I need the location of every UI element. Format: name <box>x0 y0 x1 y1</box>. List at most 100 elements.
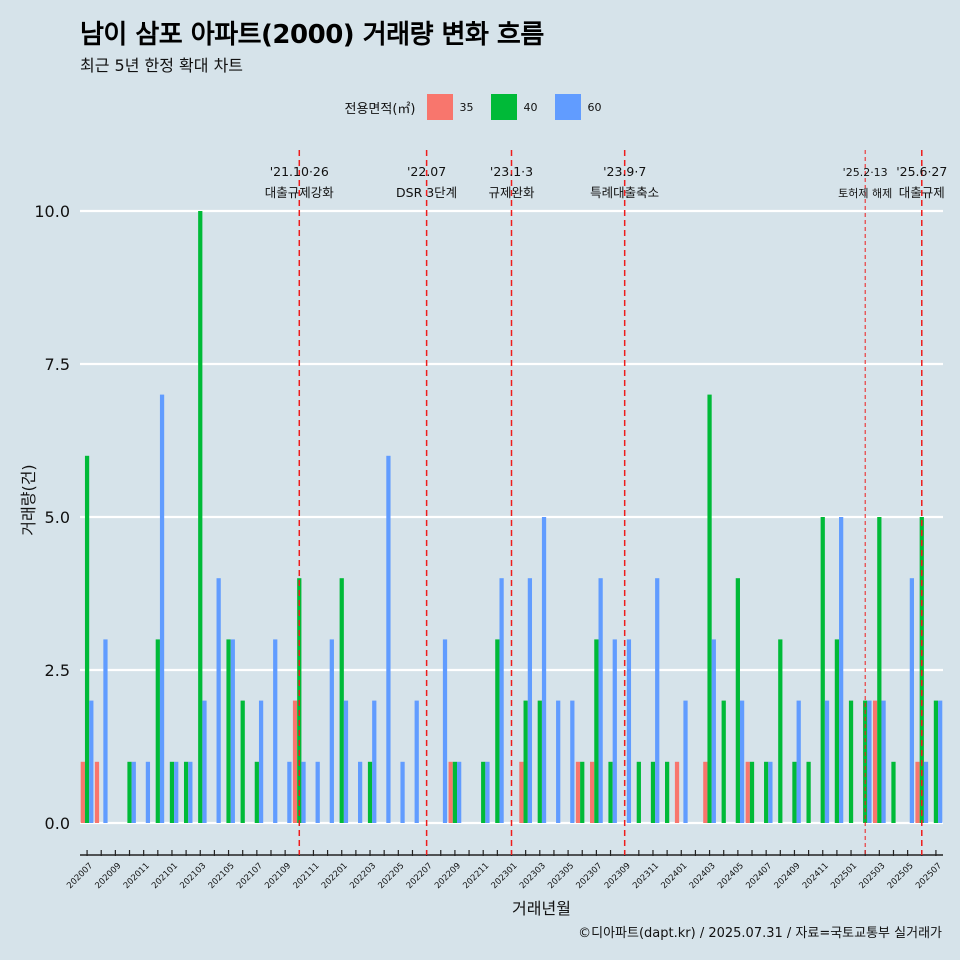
event-date-label: '23.1·3 <box>490 164 533 179</box>
event-date-label: '25.2·13 <box>843 166 888 179</box>
event-label: DSR 3단계 <box>396 185 457 200</box>
bar-35-202209 <box>448 761 453 823</box>
bar-60-202105 <box>230 639 235 823</box>
bar-60-202010 <box>131 761 136 823</box>
bar-60-202201 <box>343 700 349 823</box>
bar-35-202503 <box>872 700 878 823</box>
bar-60-202302 <box>527 578 533 823</box>
bar-60-202303 <box>541 517 547 823</box>
bar-35-202110 <box>292 700 298 823</box>
x-tick-label: 202411 <box>801 861 831 891</box>
bar-60-202307 <box>598 578 603 823</box>
bar-60-202407 <box>768 761 773 823</box>
chart-subtitle: 최근 5년 한정 확대 차트 <box>80 56 244 75</box>
bar-40-202404 <box>721 700 726 823</box>
x-tick-label: 202305 <box>546 861 576 891</box>
x-tick-label: 202501 <box>829 861 859 891</box>
bar-60-202102 <box>188 761 193 823</box>
bar-40-202010 <box>127 761 132 823</box>
bar-60-202405 <box>739 700 745 823</box>
bar-60-202107 <box>258 700 264 823</box>
y-tick-label: 2.5 <box>45 661 70 680</box>
source-caption: ©디아파트(dapt.kr) / 2025.07.31 / 자료=국토교통부 실… <box>578 926 942 941</box>
bar-40-202201 <box>339 578 344 823</box>
x-tick-label: 202009 <box>93 861 123 891</box>
x-tick-label: 202507 <box>914 861 944 891</box>
legend-label-40: 40 <box>523 100 538 114</box>
x-tick-label: 202107 <box>235 861 265 891</box>
x-tick-label: 202301 <box>490 861 520 891</box>
bar-40-202102 <box>183 761 189 823</box>
chart-title: 남이 삼포 아파트(2000) 거래량 변화 흐름 <box>80 20 544 50</box>
y-tick-label: 10.0 <box>34 202 70 221</box>
legend-key-60 <box>555 94 582 120</box>
bar-60-202211 <box>485 761 490 823</box>
bar-60-202103 <box>202 700 207 823</box>
bar-40-202408 <box>778 639 783 823</box>
bar-60-202101 <box>174 761 179 823</box>
bar-60-202412 <box>839 517 844 823</box>
bar-40-202503 <box>877 517 882 823</box>
x-tick-label: 202101 <box>150 861 180 891</box>
bar-40-202007 <box>84 455 90 823</box>
x-tick-label: 202201 <box>320 861 350 891</box>
bar-35-202302 <box>519 761 524 823</box>
bar-40-202306 <box>580 761 585 823</box>
x-tick-label: 202205 <box>376 861 406 891</box>
bar-40-202209 <box>452 761 458 823</box>
bar-40-202504 <box>891 761 896 823</box>
x-tick-label: 202309 <box>603 861 633 891</box>
x-tick-label: 202211 <box>461 861 491 891</box>
bar-40-202106 <box>240 700 245 823</box>
bar-60-202309 <box>626 639 632 823</box>
bar-60-202204 <box>386 455 391 823</box>
bar-40-202107 <box>254 761 259 823</box>
bar-60-202208 <box>442 639 448 823</box>
x-tick-label: 202503 <box>857 861 887 891</box>
bar-40-202501 <box>848 700 854 823</box>
x-tick-label: 202209 <box>433 861 463 891</box>
legend-label-60: 60 <box>587 100 602 114</box>
bar-60-202411 <box>824 700 830 823</box>
event-date-label: '22.07 <box>407 164 446 179</box>
y-tick-label: 7.5 <box>45 355 70 374</box>
x-axis-title: 거래년월 <box>512 899 571 918</box>
x-tick-label: 202109 <box>263 861 293 891</box>
bar-60-202109 <box>287 761 292 823</box>
bar-60-202311 <box>655 578 660 823</box>
bar-40-202312 <box>665 761 670 823</box>
x-tick-label: 202405 <box>716 861 746 891</box>
x-tick-label: 202505 <box>886 861 916 891</box>
x-tick-label: 202403 <box>688 861 718 891</box>
y-tick-label: 5.0 <box>45 508 70 527</box>
bar-40-202406 <box>749 761 755 823</box>
bar-40-202405 <box>735 578 740 823</box>
bar-60-202305 <box>570 700 575 823</box>
bar-40-202412 <box>834 639 840 823</box>
legend-key-35 <box>427 94 454 120</box>
bar-60-202112 <box>329 639 334 823</box>
bar-40-202411 <box>820 517 825 823</box>
bar-40-202410 <box>806 761 811 823</box>
bar-40-202101 <box>169 761 175 823</box>
bar-40-202212 <box>495 639 500 823</box>
bar-40-202105 <box>226 639 231 823</box>
x-tick-label: 202311 <box>631 861 661 891</box>
bar-35-202307 <box>590 761 595 823</box>
bar-60-202403 <box>711 639 716 823</box>
bar-60-202007 <box>89 700 94 823</box>
event-label: 토허제 해제 <box>838 186 892 200</box>
bar-35-202306 <box>575 761 581 823</box>
bar-60-202011 <box>145 761 151 823</box>
x-tick-label: 202407 <box>744 861 774 891</box>
bar-40-202103 <box>198 211 203 823</box>
bar-40-202307 <box>594 639 599 823</box>
bar-60-202008 <box>103 639 108 823</box>
x-tick-label: 202007 <box>65 861 95 891</box>
event-date-label: '23.9·7 <box>603 164 646 179</box>
bar-60-202209 <box>457 761 462 823</box>
bar-40-202303 <box>537 700 542 823</box>
bar-40-202311 <box>650 761 656 823</box>
x-tick-label: 202409 <box>773 861 803 891</box>
